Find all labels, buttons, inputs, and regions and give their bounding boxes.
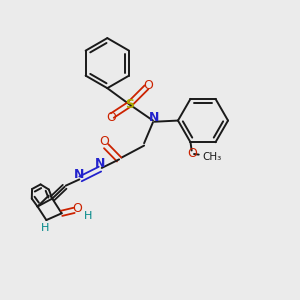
Text: H: H [83,211,92,221]
Text: O: O [143,79,153,92]
Text: O: O [106,110,116,124]
Text: O: O [99,135,109,148]
Text: H: H [41,223,49,233]
Text: N: N [74,168,85,181]
Text: N: N [149,110,159,124]
Text: S: S [125,98,134,111]
Text: N: N [95,157,105,170]
Text: CH₃: CH₃ [203,152,222,162]
Text: O: O [72,202,82,214]
Text: O: O [187,147,197,160]
